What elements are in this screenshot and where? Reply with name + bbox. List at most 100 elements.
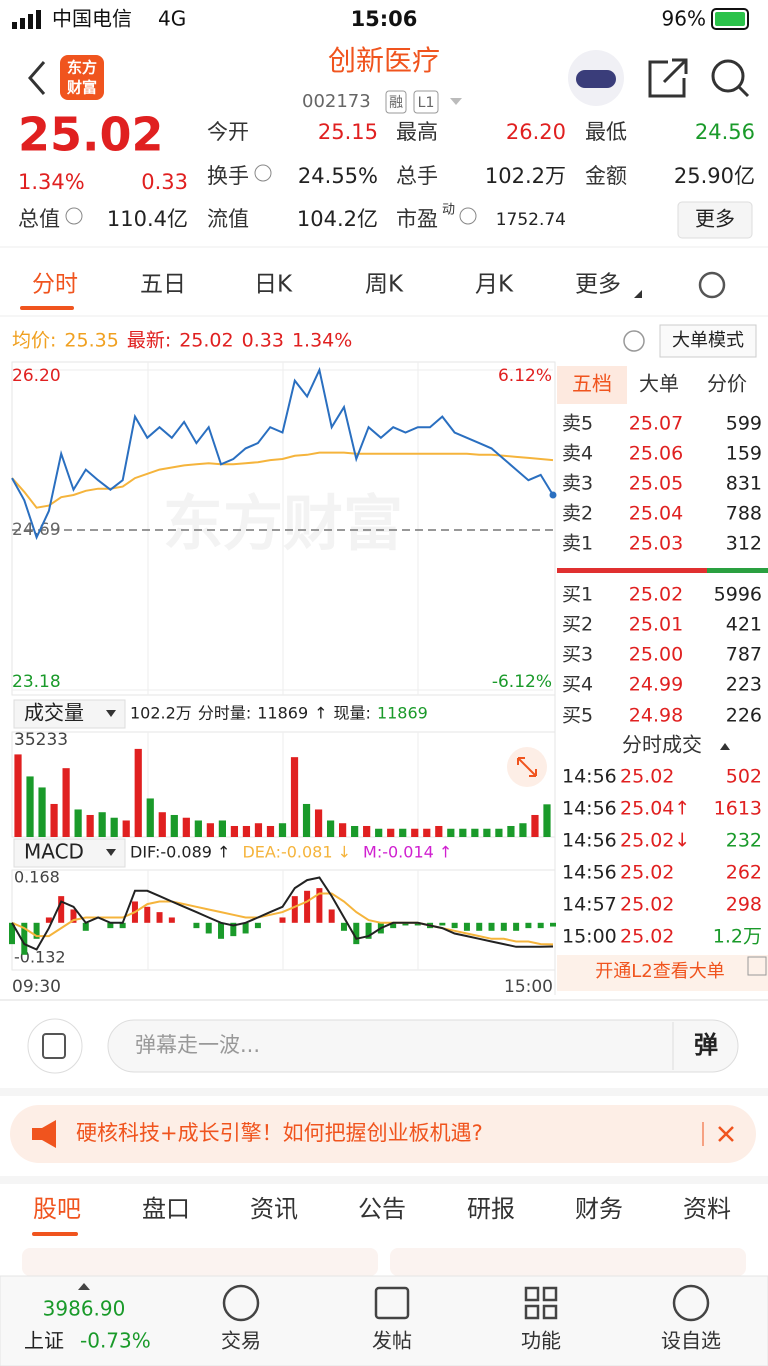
dif-line [11,876,554,951]
volume-bar [266,825,275,837]
chart-tab[interactable]: 五日 [140,272,186,298]
post-card[interactable] [390,1248,746,1276]
post-card[interactable] [22,1248,378,1276]
chart-tab[interactable]: 分时 [32,272,78,298]
spacer [0,1176,768,1184]
content-tab[interactable]: 资料 [683,1195,731,1223]
macd-selector[interactable] [13,838,126,868]
chat-icon-glyph [42,1033,66,1059]
book-price: 25.00 [629,644,683,666]
chat-placeholder: 弹幕走一波... [135,1033,260,1057]
dropdown[interactable] [450,98,462,105]
volume-bar [339,823,347,837]
nav-item[interactable]: 交易 [221,1329,261,1353]
volume-summary: 11869 [377,704,428,723]
trade-time: 14:57 [562,894,617,916]
avg-value: 25.35 [64,330,118,352]
info-icon[interactable] [65,207,83,225]
content-tab[interactable]: 资讯 [250,1195,298,1223]
trade-price: 25.02 [620,766,674,788]
orderbook-tab[interactable]: 大单 [639,372,679,396]
orderbook-tab[interactable]: 分价 [707,372,747,396]
x-label: 15:00 [504,977,553,997]
last-change-pct: 1.34% [292,330,352,352]
book-volume: 159 [726,443,762,465]
volume-bar [206,823,214,837]
content-tab[interactable]: 研报 [467,1195,515,1223]
chat-input[interactable] [107,1019,739,1073]
book-label: 买4 [562,674,593,696]
content-tab[interactable]: 股吧 [33,1195,81,1223]
macd-selector-text[interactable]: MACD [24,840,84,864]
trade-time: 14:56 [562,830,617,852]
trades-title: 分时成交 [622,733,702,757]
stock-name: 创新医疗 [328,44,440,77]
more-button[interactable] [677,201,753,239]
book-volume: 788 [726,503,762,525]
field-label: 换手 [207,164,249,188]
help-icon[interactable] [623,330,645,352]
l2-close[interactable] [747,956,767,976]
chat-icon[interactable] [27,1018,83,1074]
banner-text[interactable]: 硬核科技+成长引擎！如何把握创业板机遇? [76,1121,483,1145]
share-button[interactable] [648,58,688,98]
nav-item[interactable]: 设自选 [661,1329,721,1353]
content-tab[interactable]: 公告 [358,1195,406,1223]
mode-button-text[interactable]: 大单模式 [672,330,744,351]
book-price: 24.99 [629,674,683,696]
chart-tab[interactable]: 月K [475,272,514,298]
book-volume: 226 [726,705,762,727]
field-value: 25.90亿 [674,164,755,188]
volume-bar [122,820,130,837]
banner-close[interactable] [718,1126,734,1142]
book-label: 卖5 [562,413,593,435]
settings-button[interactable] [698,271,726,299]
field-label: 总值 [18,207,60,231]
chart-tab[interactable]: 周K [365,272,404,298]
volume-selector[interactable] [13,699,126,729]
l2-text[interactable]: 开通L2查看大单 [595,961,724,982]
back-button[interactable] [28,61,46,95]
field-label: 金额 [585,164,627,188]
volume-selector-text[interactable]: 成交量 [24,701,84,725]
logo[interactable] [60,55,104,100]
banner[interactable] [10,1105,756,1163]
chart-tab[interactable]: 更多 [575,272,621,298]
content-tab[interactable]: 盘口 [142,1195,190,1223]
y-tick-label: 23.18 [12,672,61,692]
nav-item[interactable]: 发帖 [372,1329,412,1353]
macd-bar [21,922,28,955]
search-button[interactable] [711,59,745,93]
field-label: 总手 [396,164,438,188]
trade-time: 14:56 [562,766,617,788]
macd-bar [402,922,409,926]
macd-bar [463,922,470,931]
book-volume: 312 [726,533,762,555]
expand-icon[interactable] [517,757,537,777]
content-tab[interactable]: 财务 [575,1195,623,1223]
x-label: 09:30 [12,977,61,997]
book-price: 25.05 [629,473,683,495]
index-caret [78,1283,90,1290]
battery-icon [711,8,749,30]
chart-tab[interactable]: 日K [254,272,293,298]
chat-button[interactable]: 弹 [694,1031,718,1059]
macd-bar [414,922,421,926]
orderbook-tab[interactable]: 五档 [572,372,612,396]
nav-item[interactable]: 功能 [521,1329,561,1353]
info-icon[interactable] [254,164,272,182]
more-button-text[interactable]: 更多 [695,207,735,231]
active-tab-underline [32,1232,78,1236]
last-point [549,491,557,499]
volume-bar [14,754,22,837]
field-value: 25.15 [318,120,378,144]
volume-bar [254,823,263,837]
l2-banner[interactable] [557,955,768,991]
macd-legend: DIF:-0.089 ↑ [130,843,230,862]
volume-bar [314,809,323,837]
avg-line [11,451,554,509]
mode-button[interactable] [659,324,757,358]
info-icon[interactable] [459,207,477,225]
